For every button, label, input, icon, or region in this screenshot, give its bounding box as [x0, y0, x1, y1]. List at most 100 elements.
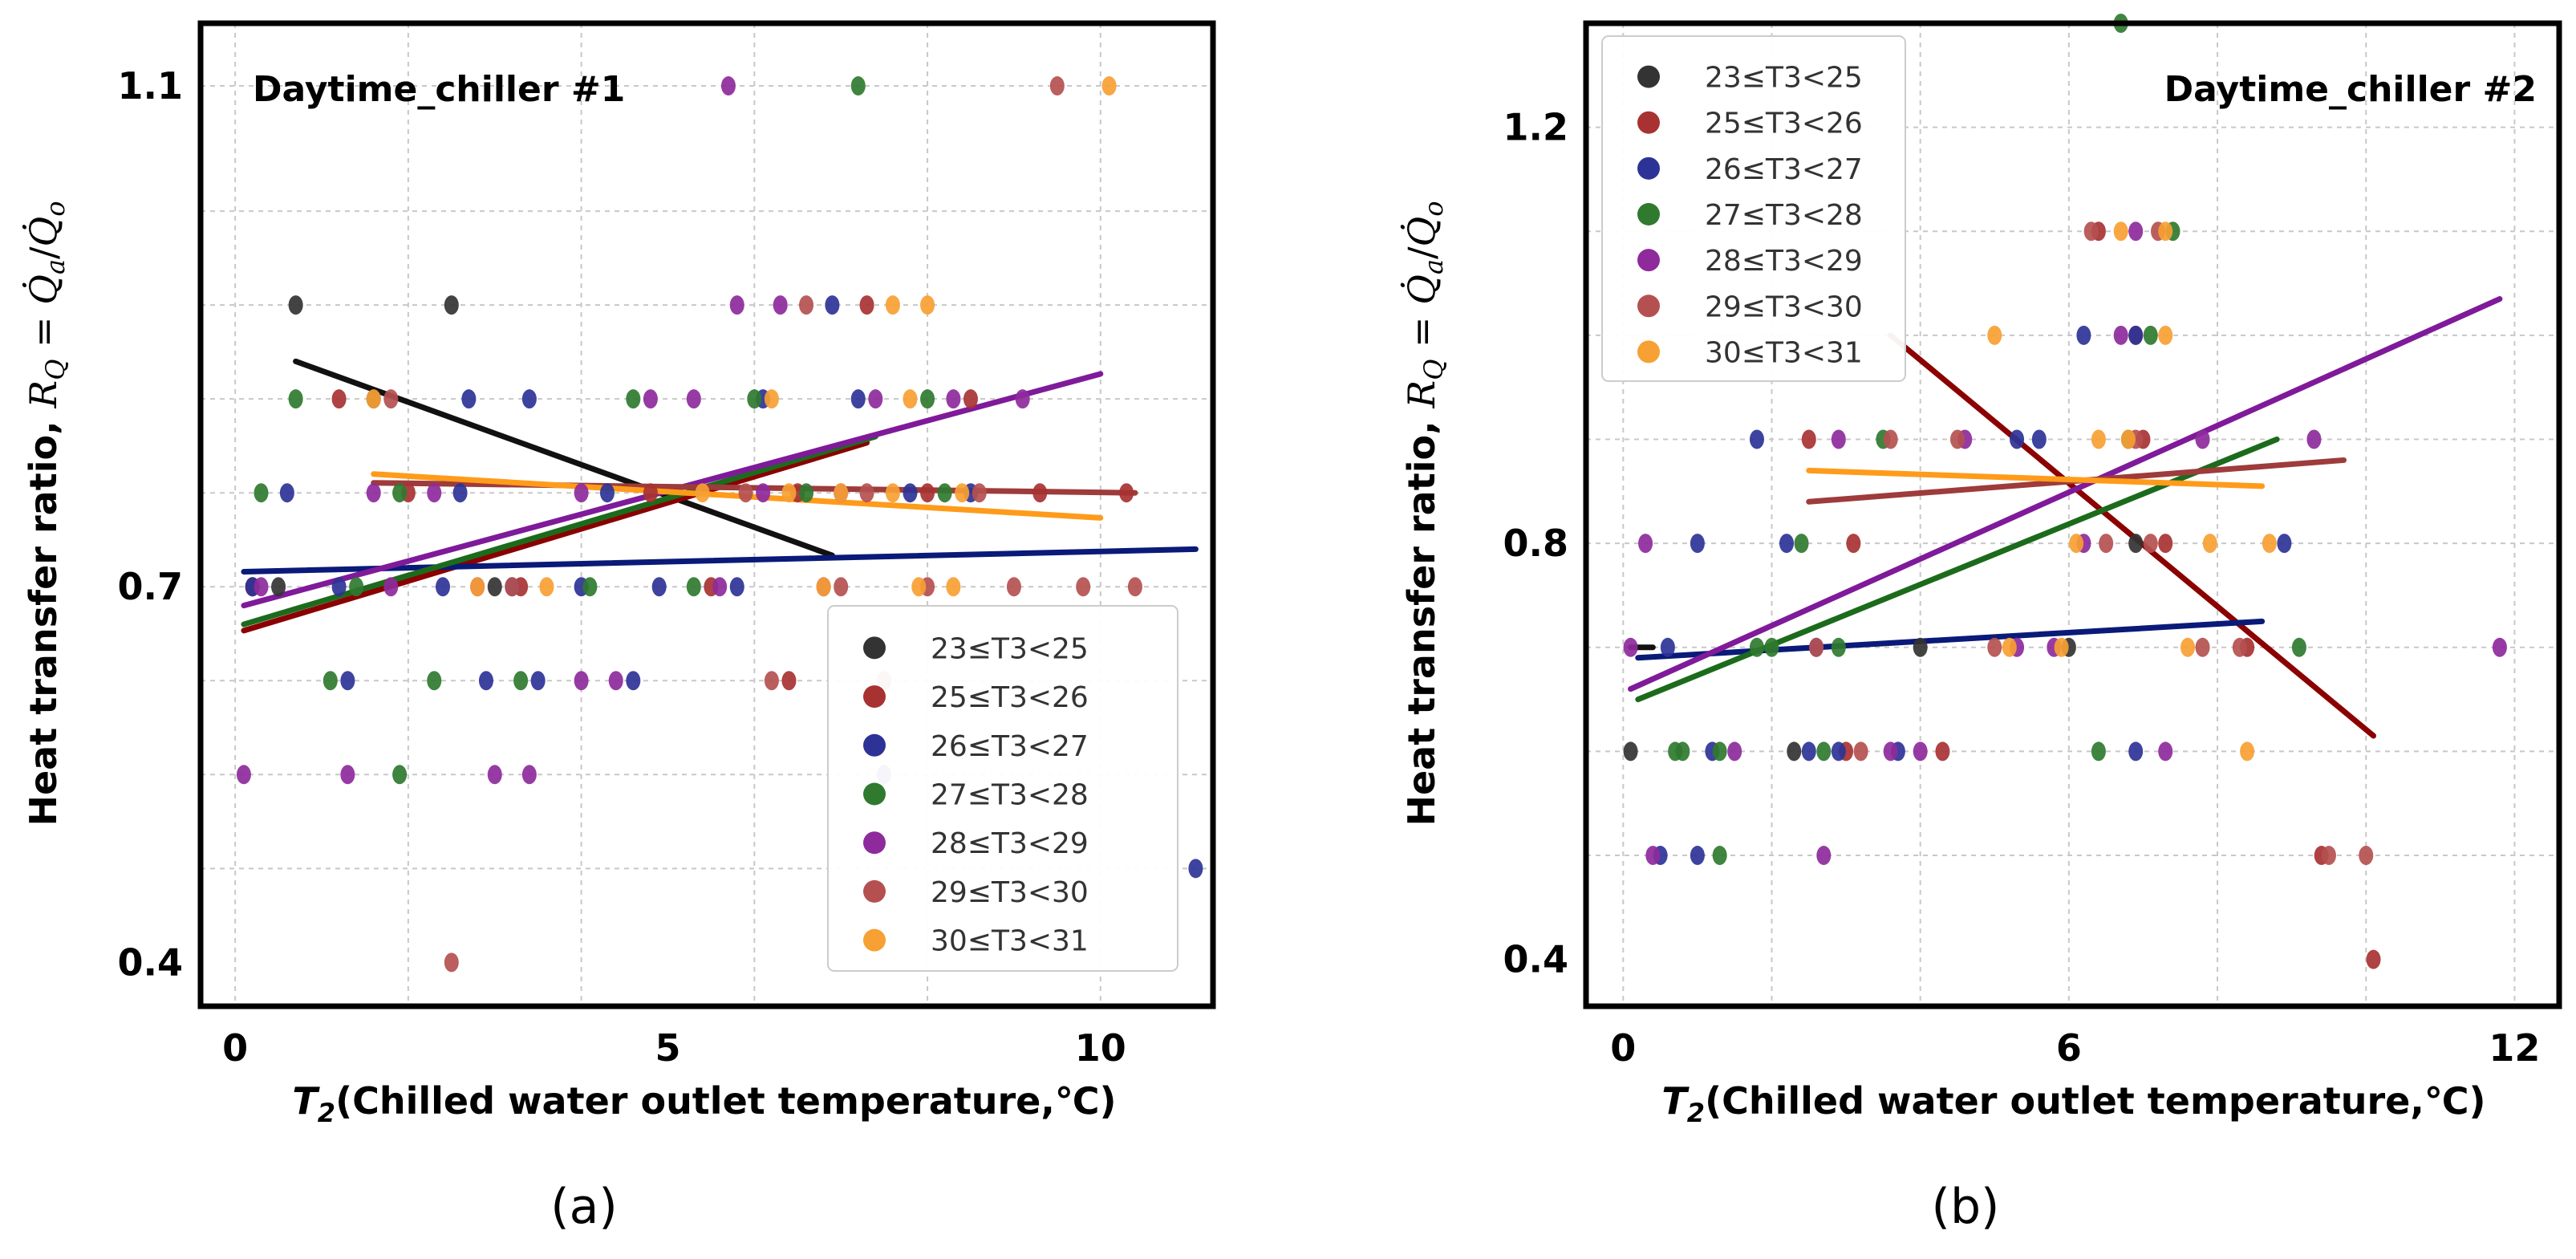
legend-label: 23≤T3<25 — [931, 632, 1089, 665]
data-point — [1032, 483, 1048, 503]
data-point — [903, 483, 918, 503]
data-point — [2143, 534, 2158, 554]
data-point — [2076, 325, 2091, 345]
data-point — [539, 577, 554, 597]
data-point — [850, 76, 866, 96]
chart-title: Daytime_chiller #2 — [2164, 69, 2537, 110]
data-point — [2054, 637, 2069, 657]
data-point — [686, 577, 701, 597]
legend-label: 28≤T3<29 — [931, 827, 1089, 860]
data-point — [383, 577, 399, 597]
data-point — [643, 483, 658, 503]
data-point — [1816, 846, 1832, 866]
data-point — [834, 577, 849, 597]
data-point — [2359, 846, 2374, 866]
data-point — [729, 577, 744, 597]
data-point — [1712, 846, 1727, 866]
data-point — [1638, 534, 1653, 554]
data-point — [2158, 221, 2173, 242]
data-point — [2232, 637, 2247, 657]
data-point — [521, 765, 537, 785]
data-point — [1660, 637, 1675, 657]
legend-marker — [1637, 203, 1660, 225]
legend-label: 23≤T3<25 — [1705, 62, 1863, 95]
data-point — [729, 295, 744, 315]
y-tick-label: 0.7 — [118, 565, 184, 608]
data-point — [920, 389, 935, 409]
legend-label: 28≤T3<29 — [1705, 245, 1863, 278]
data-point — [920, 295, 935, 315]
data-points — [236, 76, 1203, 973]
legend-label: 29≤T3<30 — [1705, 290, 1863, 323]
data-point — [868, 389, 883, 409]
legend-label: 25≤T3<26 — [1705, 108, 1863, 140]
data-point — [1794, 534, 1809, 554]
data-point — [963, 389, 978, 409]
x-tick-label: 5 — [655, 1026, 680, 1070]
data-point — [2083, 221, 2099, 242]
data-point — [1690, 846, 1705, 866]
data-point — [1749, 429, 1764, 449]
data-point — [288, 295, 303, 315]
data-point — [834, 483, 849, 503]
panel-label: (b) — [1932, 1179, 2000, 1235]
data-point — [2002, 637, 2017, 657]
data-point — [911, 577, 927, 597]
data-point — [643, 389, 658, 409]
data-point — [1727, 741, 1742, 761]
data-point — [2091, 741, 2106, 761]
data-point — [720, 76, 736, 96]
legend: 23≤T3<25 25≤T3<26 26≤T3<27 27≤T3<28 28≤T3<29… — [827, 605, 1178, 972]
data-point — [903, 389, 918, 409]
data-point — [781, 671, 797, 691]
data-point — [1853, 741, 1868, 761]
data-point — [452, 483, 468, 503]
data-point — [859, 295, 874, 315]
data-point — [2113, 221, 2128, 242]
data-point — [608, 671, 623, 691]
plot-frame — [197, 20, 1216, 1009]
trend-line — [241, 440, 870, 634]
data-point — [505, 577, 520, 597]
data-point — [626, 389, 641, 409]
data-point — [2091, 429, 2106, 449]
trend-line — [371, 480, 1138, 496]
x-tick-label: 0 — [1610, 1026, 1636, 1070]
data-point — [383, 389, 399, 409]
legend-marker — [863, 879, 886, 903]
data-point — [747, 389, 762, 409]
data-point — [236, 765, 251, 785]
trend-line — [371, 471, 1104, 521]
data-point — [1764, 637, 1779, 657]
data-point — [1846, 534, 1861, 554]
plot-frame — [1583, 20, 2562, 1009]
data-point — [885, 483, 900, 503]
data-point — [686, 389, 701, 409]
data-point — [323, 671, 338, 691]
data-point — [738, 483, 753, 503]
trend-line — [241, 546, 1199, 575]
data-point — [2158, 534, 2173, 554]
data-point — [366, 483, 381, 503]
data-point — [340, 765, 355, 785]
data-point — [651, 577, 667, 597]
data-point — [1831, 429, 1846, 449]
data-point — [2120, 429, 2136, 449]
data-point — [850, 389, 866, 409]
data-point — [1987, 637, 2002, 657]
panel-label: (a) — [550, 1179, 618, 1235]
legend-label: 30≤T3<31 — [1705, 336, 1863, 369]
data-point — [1101, 76, 1117, 96]
trend-line — [1806, 467, 2266, 489]
data-point — [582, 577, 598, 597]
chart-title: Daytime_chiller #1 — [253, 69, 625, 110]
data-point — [392, 765, 408, 785]
data-point — [1076, 577, 1091, 597]
legend-label: 25≤T3<26 — [931, 681, 1089, 714]
data-point — [2321, 846, 2336, 866]
data-point — [2306, 429, 2322, 449]
x-tick-label: 12 — [2489, 1026, 2540, 1070]
data-point — [756, 483, 771, 503]
data-point — [712, 577, 728, 597]
